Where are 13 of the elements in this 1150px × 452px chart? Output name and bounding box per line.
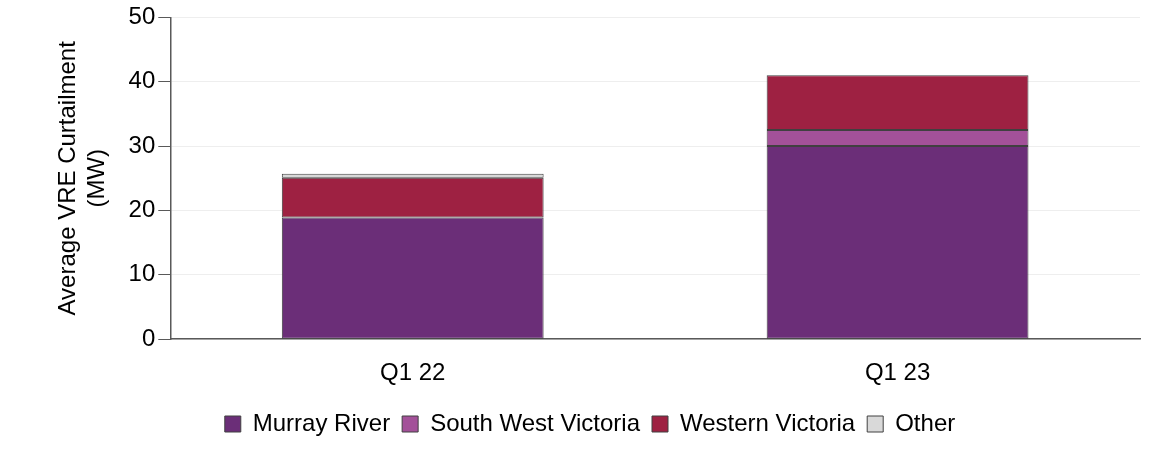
y-tick-label: 10 bbox=[128, 259, 156, 287]
y-tick-label: 50 bbox=[128, 2, 156, 30]
legend-label: Western Victoria bbox=[680, 408, 856, 436]
x-tick-label: Q1 22 bbox=[380, 358, 446, 386]
y-tick-label: 30 bbox=[128, 130, 156, 158]
y-axis-title: Average VRE Curtailment (MW) bbox=[53, 40, 109, 316]
x-tick-label: Q1 23 bbox=[864, 358, 931, 386]
y-tick-label: 0 bbox=[141, 323, 156, 351]
legend-label: Other bbox=[895, 408, 956, 436]
legend-label: Murray River bbox=[252, 408, 391, 436]
legend-label: South West Victoria bbox=[430, 408, 641, 436]
y-tick-label: 20 bbox=[128, 195, 156, 223]
y-tick-label: 40 bbox=[128, 66, 156, 94]
